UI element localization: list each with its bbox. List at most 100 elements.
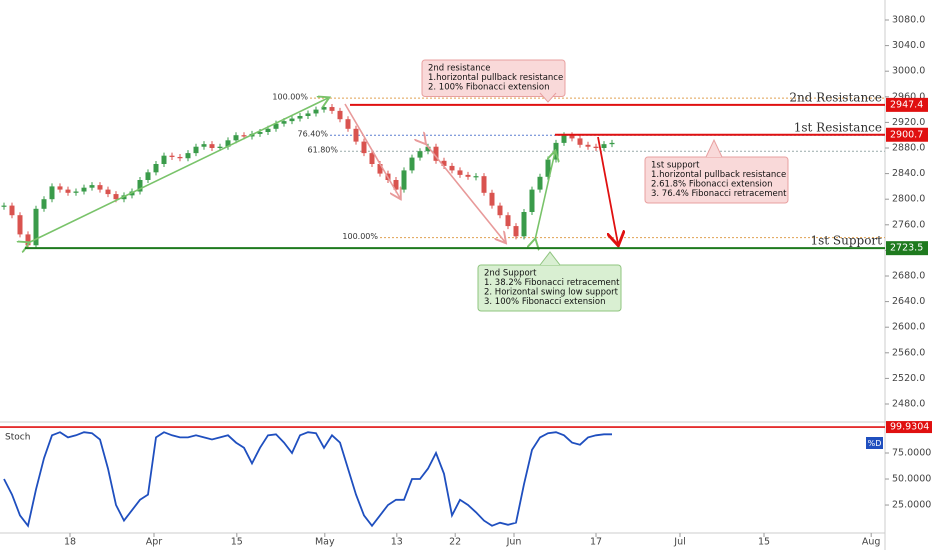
candle	[161, 155, 167, 164]
y-tick-label: 2880.0	[892, 143, 925, 154]
note-text: 1.horizontal pullback resistance	[651, 170, 786, 180]
candle	[369, 153, 375, 164]
candle	[81, 187, 87, 192]
x-tick-label: Jul	[673, 537, 685, 548]
candle	[321, 107, 327, 110]
level-badge	[886, 127, 928, 142]
candle	[289, 118, 295, 122]
note-text: 3. 76.4% Fibonacci retracement	[651, 189, 787, 199]
x-tick-label: May	[315, 537, 335, 548]
candle	[201, 144, 207, 147]
trend-arrow	[28, 98, 328, 243]
candle	[217, 146, 223, 148]
candle	[17, 215, 23, 235]
candle	[537, 176, 543, 190]
candle	[241, 135, 247, 137]
x-tick-label: Aug	[862, 537, 881, 548]
note-pointer	[539, 92, 557, 103]
candle	[497, 205, 503, 216]
candle	[361, 141, 367, 154]
candle	[569, 135, 575, 139]
candle	[281, 121, 287, 124]
fib-label: 100.00%	[272, 93, 308, 102]
target-arrow	[597, 136, 618, 244]
arrows	[28, 98, 618, 244]
candle	[353, 128, 359, 142]
y-tick-label: 2800.0	[892, 194, 925, 205]
candle	[9, 205, 15, 216]
fib-label: 100.00%	[342, 232, 378, 241]
y-tick-label: 3080.0	[892, 15, 925, 26]
candle	[193, 146, 199, 154]
note-pointer	[539, 251, 561, 266]
candle	[393, 180, 399, 190]
note-text: 1st support	[651, 161, 700, 171]
candle	[513, 226, 519, 237]
level-badge	[886, 421, 932, 434]
candle	[481, 176, 487, 193]
candle	[489, 192, 495, 206]
y-tick-label: 2560.0	[892, 347, 925, 358]
candle	[473, 176, 479, 178]
x-tick-label: 15	[758, 537, 770, 548]
note-text: 2.61.8% Fibonacci extension	[651, 180, 773, 190]
candle	[57, 186, 63, 190]
candle	[457, 170, 463, 175]
candle	[417, 151, 423, 158]
candle	[401, 170, 407, 190]
x-tick-label: Apr	[146, 537, 163, 548]
candle	[97, 185, 103, 190]
candle	[177, 156, 183, 159]
candle	[377, 164, 383, 174]
x-tick-label: 17	[590, 537, 602, 548]
candle	[337, 110, 343, 120]
y-tick-label: 50.0000	[892, 474, 931, 485]
trend-arrow	[425, 143, 505, 242]
candle	[609, 142, 615, 145]
x-tick-label: 22	[449, 537, 461, 548]
x-tick-label: Jun	[506, 537, 522, 548]
note-text: 1.horizontal pullback resistance	[428, 73, 563, 83]
candle	[89, 185, 95, 188]
level-name: 1st Resistance	[794, 120, 882, 134]
candle	[233, 135, 239, 141]
candle	[297, 116, 303, 119]
candle	[601, 144, 607, 148]
level-name: 2nd Resistance	[789, 90, 882, 104]
candle	[561, 135, 567, 143]
level-badge	[886, 241, 928, 256]
note-text: 2nd resistance	[428, 64, 490, 74]
y-tick-label: 2680.0	[892, 271, 925, 282]
candle	[585, 144, 591, 147]
candle	[449, 165, 455, 171]
candle	[345, 119, 351, 129]
candle	[105, 189, 111, 195]
fib-label: 61.80%	[307, 146, 338, 155]
candle	[145, 172, 151, 180]
candle	[409, 157, 415, 171]
candle	[465, 174, 471, 177]
stoch-level-value: 99.9304	[890, 422, 929, 433]
candle	[529, 189, 535, 212]
y-tick-label: 2920.0	[892, 117, 925, 128]
y-tick-label: 2480.0	[892, 399, 925, 410]
note-text: 2. Horizontal swing low support	[484, 288, 619, 298]
candle	[25, 234, 31, 246]
candle	[113, 194, 119, 200]
note-text: 2. 100% Fibonacci extension	[428, 83, 550, 93]
y-tick-label: 2840.0	[892, 168, 925, 179]
y-tick-label: 2520.0	[892, 373, 925, 384]
level-name: 1st Support	[810, 234, 882, 248]
note-text: 2nd Support	[484, 269, 537, 279]
stoch-title: Stoch	[5, 433, 30, 443]
y-tick-label: 2960.0	[892, 91, 925, 102]
legend-badge	[866, 437, 883, 449]
note-text: 1. 38.2% Fibonacci retracement	[484, 278, 620, 288]
x-tick-label: 15	[231, 537, 243, 548]
note-text: 3. 100% Fibonacci extension	[484, 297, 606, 307]
level-value: 2947.4	[890, 99, 923, 110]
legend-label: %D	[868, 439, 882, 448]
candle	[1, 205, 7, 207]
y-tick-label: 3040.0	[892, 40, 925, 51]
